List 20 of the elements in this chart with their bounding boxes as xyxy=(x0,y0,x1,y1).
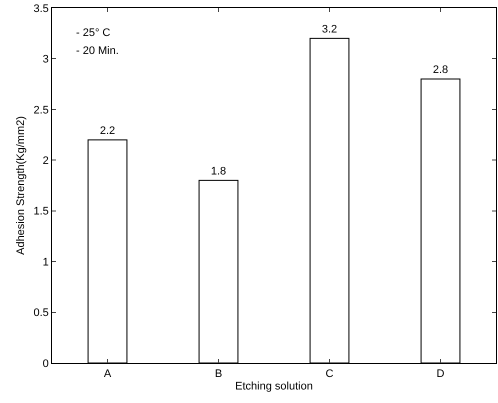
y-tick-label: 2.5 xyxy=(34,104,49,116)
data-label: 2.8 xyxy=(432,64,448,76)
data-label: 1.8 xyxy=(210,165,226,178)
y-tick-label: 3 xyxy=(42,54,49,66)
data-label: 3.2 xyxy=(322,23,338,36)
y-axis-title: Adhesion Strength(Kg/mm2) xyxy=(15,116,28,255)
annotation: - 25° C xyxy=(76,27,110,39)
x-tick-label: D xyxy=(436,368,445,380)
x-tick-label: A xyxy=(104,368,112,380)
data-label: 2.2 xyxy=(100,124,116,137)
x-tick-label: C xyxy=(326,368,334,380)
annotation: - 20 Min. xyxy=(76,45,119,57)
x-axis-title: Etching solution xyxy=(235,380,313,392)
y-tick-label: 2 xyxy=(42,154,49,167)
y-tick-label: 0 xyxy=(42,358,49,370)
x-tick-label: B xyxy=(214,368,222,380)
y-tick-label: 1.5 xyxy=(34,206,49,218)
y-tick-label: 1 xyxy=(42,256,49,268)
y-tick-label: 0.5 xyxy=(34,307,49,320)
y-tick-label: 3.5 xyxy=(34,2,49,15)
